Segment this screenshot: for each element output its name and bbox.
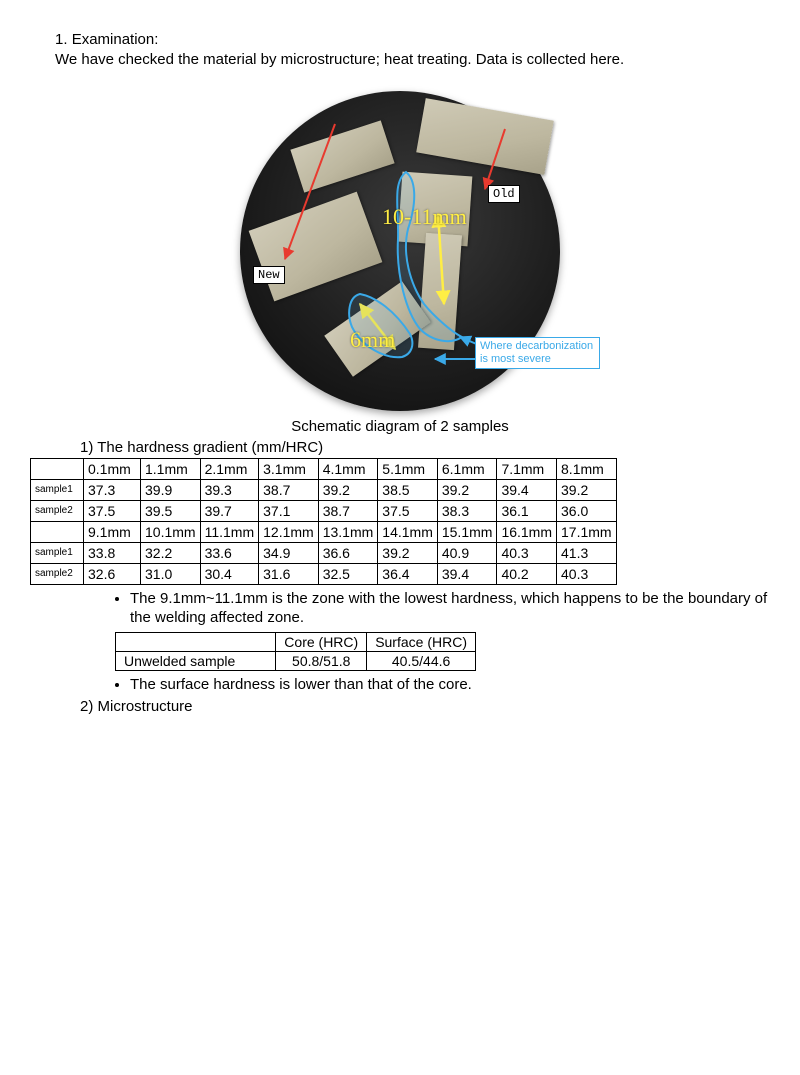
table-cell: 10.1mm xyxy=(141,521,201,542)
intro-title: Examination: xyxy=(72,31,159,48)
table-cell: 32.6 xyxy=(84,563,141,584)
table-cell: 37.1 xyxy=(259,500,319,521)
new-label: New xyxy=(253,266,285,284)
table-cell: 4.1mm xyxy=(318,458,378,479)
table-cell: 2.1mm xyxy=(200,458,259,479)
table-cell: 32.5 xyxy=(318,563,378,584)
hardness-title: 1) The hardness gradient (mm/HRC) xyxy=(80,439,780,456)
core-val2: 40.5/44.6 xyxy=(367,651,476,670)
table-cell: 39.4 xyxy=(437,563,497,584)
table-cell: 6.1mm xyxy=(437,458,497,479)
core-blank xyxy=(116,632,276,651)
old-label: Old xyxy=(488,185,520,203)
table-rowhead xyxy=(31,521,84,542)
table-cell: 39.2 xyxy=(318,479,378,500)
bullets: The 9.1mm~11.1mm is the zone with the lo… xyxy=(130,589,780,628)
table-cell: 13.1mm xyxy=(318,521,378,542)
table-cell: 8.1mm xyxy=(557,458,617,479)
table-cell: 36.1 xyxy=(497,500,557,521)
table-cell: 36.4 xyxy=(378,563,438,584)
table-cell: 0.1mm xyxy=(84,458,141,479)
table-cell: 37.5 xyxy=(378,500,438,521)
table-cell: 5.1mm xyxy=(378,458,438,479)
table-cell: 33.6 xyxy=(200,542,259,563)
table-rowhead: sample1 xyxy=(31,542,84,563)
bullet-2: The surface hardness is lower than that … xyxy=(130,675,780,695)
table-cell: 40.2 xyxy=(497,563,557,584)
table-cell: 39.2 xyxy=(378,542,438,563)
table-cell: 39.9 xyxy=(141,479,201,500)
table-cell: 31.0 xyxy=(141,563,201,584)
microstructure-title: 2) Microstructure xyxy=(80,698,780,715)
table-cell: 39.4 xyxy=(497,479,557,500)
table-cell: 9.1mm xyxy=(84,521,141,542)
table-rowhead: sample2 xyxy=(31,500,84,521)
table-cell: 39.5 xyxy=(141,500,201,521)
table-cell: 7.1mm xyxy=(497,458,557,479)
decarbon-note: Where decarbonization is most severe xyxy=(475,337,600,369)
table-cell: 15.1mm xyxy=(437,521,497,542)
table-cell: 40.3 xyxy=(557,563,617,584)
table-cell: 38.5 xyxy=(378,479,438,500)
table-cell: 38.3 xyxy=(437,500,497,521)
hardness-table: 0.1mm1.1mm2.1mm3.1mm4.1mm5.1mm6.1mm7.1mm… xyxy=(30,458,617,585)
table-cell: 37.5 xyxy=(84,500,141,521)
table-cell: 12.1mm xyxy=(259,521,319,542)
table-cell: 38.7 xyxy=(259,479,319,500)
table-rowhead: sample2 xyxy=(31,563,84,584)
table-cell: 38.7 xyxy=(318,500,378,521)
table-cell: 37.3 xyxy=(84,479,141,500)
table-cell: 32.2 xyxy=(141,542,201,563)
table-cell: 36.6 xyxy=(318,542,378,563)
intro-number: 1. xyxy=(55,31,68,48)
table-cell: 11.1mm xyxy=(200,521,259,542)
table-cell: 39.2 xyxy=(557,479,617,500)
diagram-caption: Schematic diagram of 2 samples xyxy=(20,418,780,435)
intro-text: We have checked the material by microstr… xyxy=(55,50,780,70)
core-rowlabel: Unwelded sample xyxy=(116,651,276,670)
table-cell: 36.0 xyxy=(557,500,617,521)
table-cell: 17.1mm xyxy=(557,521,617,542)
table-rowhead xyxy=(31,458,84,479)
table-cell: 41.3 xyxy=(557,542,617,563)
dim-10-11mm: 10-11mm xyxy=(382,204,467,230)
table-cell: 40.3 xyxy=(497,542,557,563)
table-cell: 34.9 xyxy=(259,542,319,563)
core-col1: Core (HRC) xyxy=(276,632,367,651)
table-rowhead: sample1 xyxy=(31,479,84,500)
bullet-1: The 9.1mm~11.1mm is the zone with the lo… xyxy=(130,589,780,628)
core-table: Core (HRC) Surface (HRC) Unwelded sample… xyxy=(115,632,476,671)
core-col2: Surface (HRC) xyxy=(367,632,476,651)
dim-6mm: 6mm xyxy=(350,327,395,353)
intro-block: 1. Examination: We have checked the mate… xyxy=(55,30,780,71)
table-cell: 33.8 xyxy=(84,542,141,563)
table-cell: 39.7 xyxy=(200,500,259,521)
table-cell: 40.9 xyxy=(437,542,497,563)
table-cell: 1.1mm xyxy=(141,458,201,479)
table-cell: 31.6 xyxy=(259,563,319,584)
schematic-diagram: New Old 10-11mm 6mm Where decarbonizatio… xyxy=(210,79,590,414)
table-cell: 39.2 xyxy=(437,479,497,500)
table-cell: 30.4 xyxy=(200,563,259,584)
core-val1: 50.8/51.8 xyxy=(276,651,367,670)
table-cell: 14.1mm xyxy=(378,521,438,542)
bullets2: The surface hardness is lower than that … xyxy=(130,675,780,695)
table-cell: 16.1mm xyxy=(497,521,557,542)
table-cell: 3.1mm xyxy=(259,458,319,479)
table-cell: 39.3 xyxy=(200,479,259,500)
